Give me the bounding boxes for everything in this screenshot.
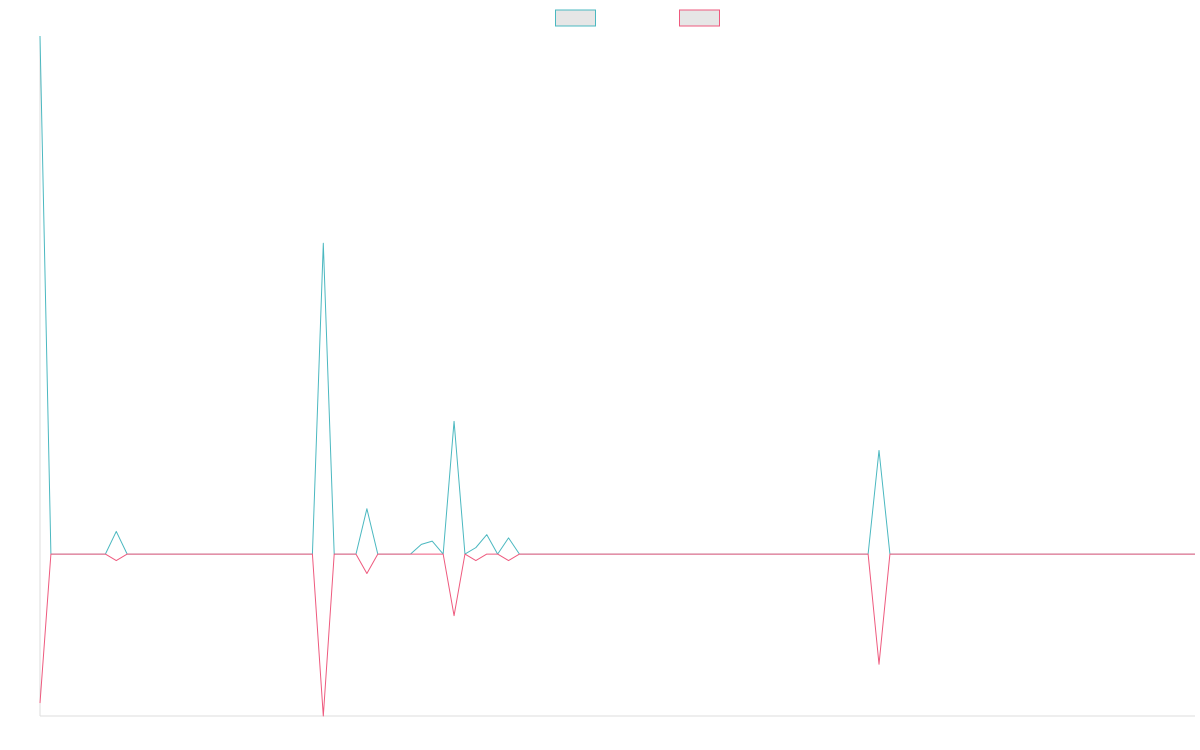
legend-item-2[interactable]	[679, 9, 720, 27]
series-line-2	[39, 553, 1195, 717]
legend-item-1[interactable]	[555, 9, 596, 27]
series-layer	[39, 35, 1195, 717]
chart-legend	[555, 9, 720, 27]
legend-swatch-2	[679, 9, 720, 27]
plot-area	[39, 35, 1195, 717]
series-line-1	[39, 35, 1195, 555]
legend-swatch-1	[555, 9, 596, 27]
